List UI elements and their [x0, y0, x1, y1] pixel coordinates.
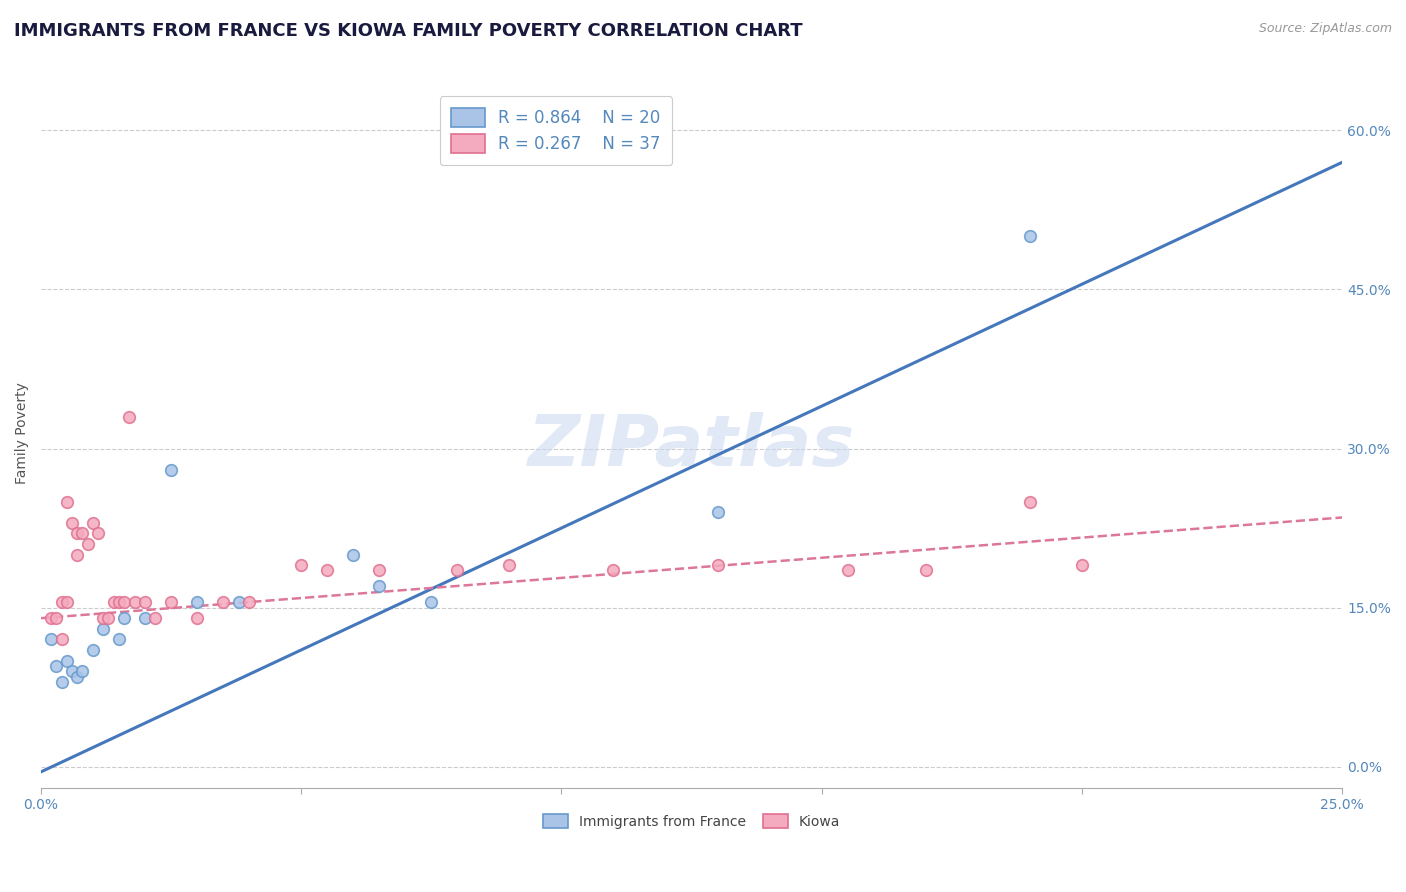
Point: [118, 409, 141, 424]
Point: [186, 595, 208, 609]
Point: [160, 463, 183, 477]
Point: [446, 564, 468, 578]
Point: [837, 564, 859, 578]
Point: [228, 595, 250, 609]
Point: [45, 611, 67, 625]
Point: [124, 595, 146, 609]
Point: [82, 516, 104, 530]
Point: [706, 558, 728, 573]
Point: [45, 659, 67, 673]
Point: [112, 595, 135, 609]
Y-axis label: Family Poverty: Family Poverty: [15, 382, 30, 483]
Point: [134, 611, 156, 625]
Point: [66, 526, 89, 541]
Point: [82, 643, 104, 657]
Point: [56, 654, 79, 668]
Point: [56, 595, 79, 609]
Point: [342, 548, 364, 562]
Point: [60, 664, 83, 678]
Point: [103, 595, 125, 609]
Point: [108, 632, 131, 647]
Text: ZIPatlas: ZIPatlas: [527, 412, 855, 482]
Point: [420, 595, 443, 609]
Point: [87, 526, 110, 541]
Point: [72, 526, 94, 541]
Point: [160, 595, 183, 609]
Point: [143, 611, 166, 625]
Point: [368, 579, 391, 593]
Point: [134, 595, 156, 609]
Point: [91, 611, 114, 625]
Point: [39, 632, 62, 647]
Legend: Immigrants from France, Kiowa: Immigrants from France, Kiowa: [537, 808, 846, 834]
Point: [212, 595, 235, 609]
Point: [238, 595, 260, 609]
Point: [66, 669, 89, 683]
Point: [39, 611, 62, 625]
Point: [706, 505, 728, 519]
Point: [76, 537, 98, 551]
Point: [51, 595, 73, 609]
Text: Source: ZipAtlas.com: Source: ZipAtlas.com: [1258, 22, 1392, 36]
Point: [498, 558, 520, 573]
Point: [60, 516, 83, 530]
Point: [51, 632, 73, 647]
Point: [51, 674, 73, 689]
Text: IMMIGRANTS FROM FRANCE VS KIOWA FAMILY POVERTY CORRELATION CHART: IMMIGRANTS FROM FRANCE VS KIOWA FAMILY P…: [14, 22, 803, 40]
Point: [97, 611, 120, 625]
Point: [368, 564, 391, 578]
Point: [316, 564, 339, 578]
Point: [186, 611, 208, 625]
Point: [108, 595, 131, 609]
Point: [290, 558, 312, 573]
Point: [914, 564, 936, 578]
Point: [56, 494, 79, 508]
Point: [1019, 229, 1042, 244]
Point: [72, 664, 94, 678]
Point: [91, 622, 114, 636]
Point: [602, 564, 624, 578]
Point: [1071, 558, 1094, 573]
Point: [1019, 494, 1042, 508]
Point: [112, 611, 135, 625]
Point: [66, 548, 89, 562]
